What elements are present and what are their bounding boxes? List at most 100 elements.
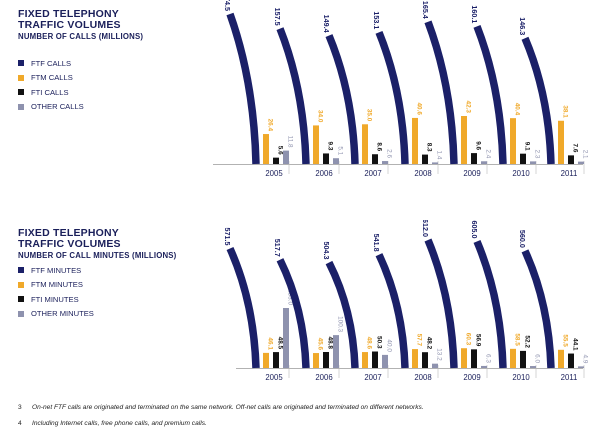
data-label-ftf: 517.7: [273, 239, 282, 257]
data-label-other: 2.3: [533, 149, 540, 158]
bar-ftm: [313, 353, 319, 368]
bar-fti: [568, 155, 574, 164]
data-label-ftf: 165.4: [421, 1, 430, 19]
bar-ftm: [558, 120, 564, 164]
bar-fti: [273, 352, 279, 368]
bar-other: [382, 354, 388, 368]
footnotes: 3 On-net FTF calls are originated and ter…: [18, 404, 588, 436]
x-tick-label: 2010: [512, 169, 530, 178]
bar-fti: [323, 153, 329, 164]
footnote-number: 3: [18, 404, 22, 411]
data-label-fti: 48.2: [425, 337, 432, 350]
chart-title-text: FIXED TELEPHONY TRAFFIC VOLUMES: [18, 227, 121, 250]
footnote: 4 Including Internet calls, free phone ca…: [18, 420, 588, 436]
bar-ftf: [375, 30, 409, 165]
data-label-fti: 9.1: [523, 142, 530, 151]
x-tick-label: 2009: [463, 169, 480, 178]
x-tick-label: 2011: [561, 169, 578, 178]
legend-label: OTHER MINUTES: [31, 309, 94, 319]
legend-swatch: [18, 60, 24, 67]
bar-other: [481, 161, 487, 164]
bar-ftm: [412, 349, 418, 368]
bar-fti: [323, 352, 329, 368]
data-label-other: 6.0: [533, 354, 540, 363]
bar-ftf: [276, 27, 310, 165]
bar-other: [333, 335, 339, 368]
data-label-ftf: 157.5: [273, 8, 282, 26]
x-tick-label: 2006: [315, 169, 332, 178]
bar-other: [382, 161, 388, 164]
legend-swatch: [18, 267, 24, 274]
data-label-other: 2.6: [385, 149, 392, 158]
data-label-ftm: 38.1: [561, 105, 568, 118]
legend-swatch: [18, 89, 24, 96]
bar-fti: [520, 350, 526, 368]
data-label-other: 1.4: [435, 151, 442, 160]
footnote-text: Including Internet calls, free phone cal…: [32, 420, 207, 427]
legend-label: FTM CALLS: [31, 73, 73, 83]
bar-other: [578, 366, 584, 368]
bar-ftm: [263, 352, 269, 368]
data-label-ftf: 174.5: [223, 0, 232, 11]
bar-fti: [273, 157, 279, 164]
data-label-ftf: 160.1: [470, 5, 479, 23]
data-label-ftm: 42.3: [464, 101, 471, 114]
legend-item: OTHER MINUTES: [18, 307, 94, 322]
legend-label: FTM MINUTES: [31, 280, 83, 290]
legend-item: FTI MINUTES: [18, 292, 94, 307]
footnote: 3 On-net FTF calls are originated and ter…: [18, 404, 588, 420]
data-label-other: 40.0: [385, 339, 392, 352]
bar-ftf: [473, 25, 507, 165]
x-tick-label: 2007: [364, 169, 381, 178]
bar-ftm: [558, 349, 564, 368]
legend-swatch: [18, 281, 24, 288]
chart-subtitle: NUMBER OF CALLS (MILLIONS): [18, 32, 144, 41]
legend-label: FTI MINUTES: [31, 294, 79, 304]
minutes-chart: FIXED TELEPHONY TRAFFIC VOLUMES NUMBER O…: [0, 220, 600, 392]
legend-item: FTI CALLS: [18, 85, 84, 100]
footnote-text: On-net FTF calls are originated and term…: [32, 404, 424, 411]
bar-ftf: [424, 238, 458, 369]
legend-label: FTF MINUTES: [31, 265, 82, 275]
data-label-ftm: 57.7: [415, 334, 422, 347]
bar-ftf: [325, 34, 359, 165]
chart-title: FIXED TELEPHONY TRAFFIC VOLUMES NUMBER O…: [18, 228, 176, 261]
legend-label: OTHER CALLS: [31, 102, 84, 112]
data-label-other: 100.3: [336, 316, 343, 332]
data-label-other: 13.2: [435, 348, 442, 361]
x-tick-label: 2011: [561, 373, 578, 382]
bar-ftf: [325, 260, 359, 369]
bar-ftf: [226, 246, 260, 369]
data-label-fti: 48.8: [326, 337, 333, 350]
data-label-fti: 48.5: [276, 337, 283, 350]
bar-fti: [568, 353, 574, 368]
data-label-other: 5.1: [336, 146, 343, 155]
bar-fti: [422, 154, 428, 164]
bar-ftm: [510, 118, 516, 164]
x-tick-label: 2005: [265, 169, 283, 178]
calls-plot: 2005 174.5 26.4 5.611.8 2006 157.5 34.0 9.35.1 2…: [213, 0, 588, 178]
bar-ftm: [510, 348, 516, 368]
x-tick-label: 2008: [414, 169, 431, 178]
legend-swatch: [18, 103, 24, 110]
data-label-fti: 5.6: [276, 146, 283, 155]
bar-fti: [520, 153, 526, 164]
bar-other: [578, 161, 584, 164]
data-label-fti: 9.3: [326, 142, 333, 151]
bar-fti: [372, 351, 378, 368]
legend-item: FTF MINUTES: [18, 263, 94, 278]
data-label-ftm: 34.0: [316, 110, 323, 123]
bar-fti: [471, 153, 477, 164]
bar-ftf: [375, 253, 409, 369]
bar-ftm: [362, 352, 368, 368]
x-tick-label: 2006: [315, 373, 332, 382]
legend-swatch: [18, 296, 24, 303]
data-label-fti: 50.3: [375, 336, 382, 349]
data-label-ftm: 35.0: [365, 109, 372, 122]
legend-swatch: [18, 74, 24, 81]
bar-fti: [372, 154, 378, 164]
data-label-ftm: 58.5: [513, 333, 520, 346]
legend-item: FTF CALLS: [18, 56, 84, 71]
data-label-fti: 44.1: [571, 338, 578, 351]
